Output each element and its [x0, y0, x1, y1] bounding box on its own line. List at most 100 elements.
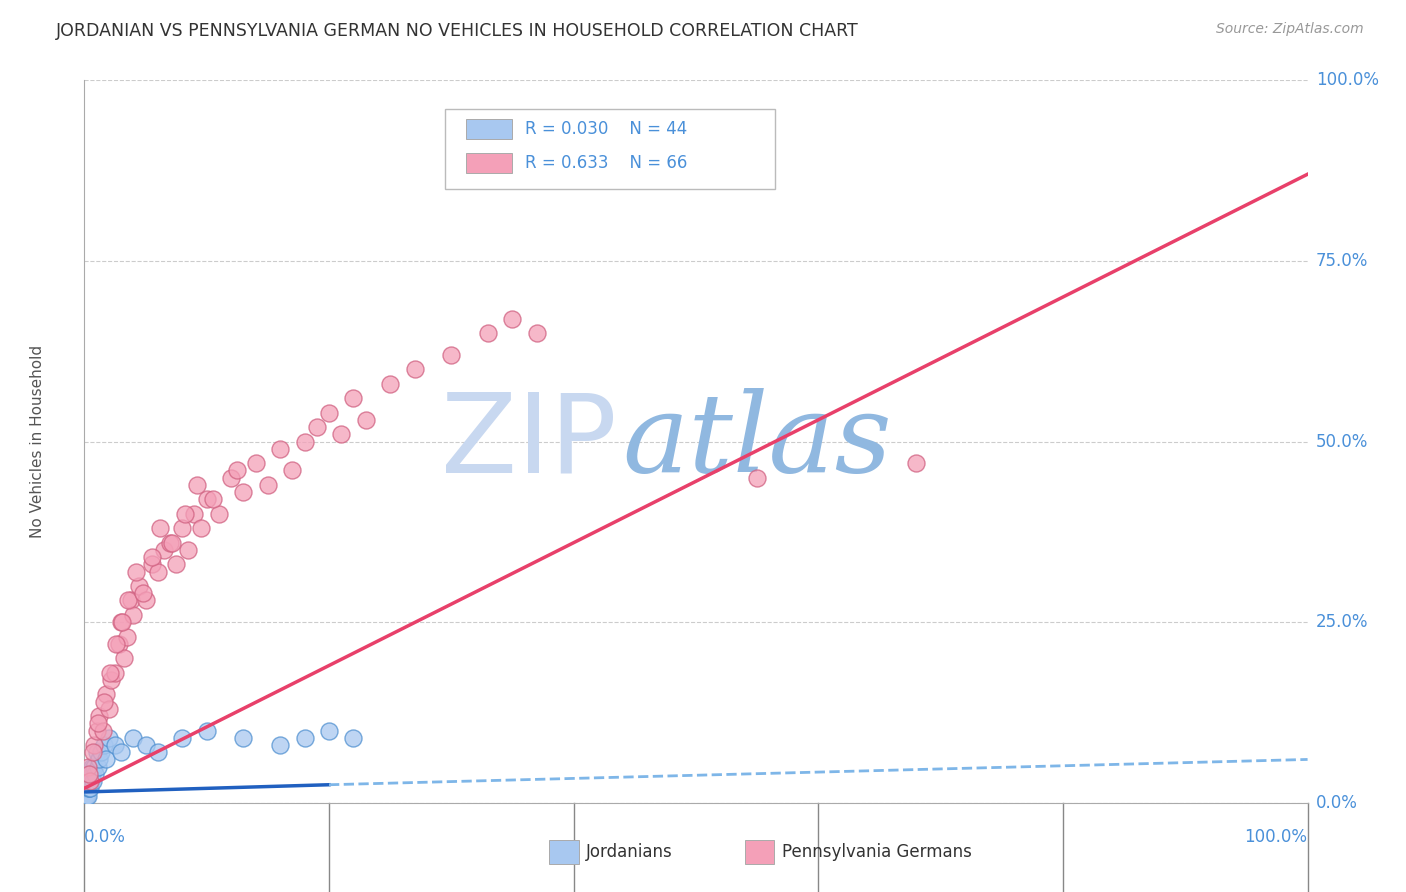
- Text: R = 0.633    N = 66: R = 0.633 N = 66: [524, 154, 688, 172]
- Point: [86, 745, 108, 759]
- Point: [77, 767, 100, 781]
- Point: [201, 492, 224, 507]
- Point: [82, 745, 104, 759]
- Point: [162, 535, 184, 549]
- Point: [115, 630, 138, 644]
- Point: [104, 665, 127, 680]
- Text: ZIP: ZIP: [440, 388, 616, 495]
- Point: [84, 767, 107, 781]
- Point: [257, 478, 280, 492]
- Point: [73, 789, 96, 803]
- Point: [91, 723, 114, 738]
- Point: [219, 471, 242, 485]
- Bar: [465, 119, 513, 139]
- Point: [141, 550, 163, 565]
- Point: [104, 738, 127, 752]
- Point: [79, 774, 101, 789]
- Point: [98, 665, 121, 680]
- Point: [172, 521, 194, 535]
- Point: [122, 731, 145, 745]
- Text: 25.0%: 25.0%: [1316, 613, 1368, 632]
- Point: [76, 774, 98, 789]
- Point: [122, 607, 145, 622]
- Point: [380, 376, 402, 391]
- Point: [79, 767, 101, 781]
- Point: [77, 760, 100, 774]
- Point: [305, 420, 328, 434]
- Point: [75, 781, 97, 796]
- Point: [87, 760, 110, 774]
- Point: [318, 723, 340, 738]
- Point: [195, 492, 218, 507]
- Point: [117, 593, 139, 607]
- Point: [172, 731, 194, 745]
- Point: [77, 774, 100, 789]
- Point: [177, 542, 200, 557]
- Point: [440, 348, 463, 362]
- Point: [342, 391, 364, 405]
- Text: 0.0%: 0.0%: [84, 828, 127, 846]
- Point: [82, 767, 104, 781]
- Point: [190, 521, 212, 535]
- Text: R = 0.030    N = 44: R = 0.030 N = 44: [524, 120, 688, 137]
- Point: [93, 695, 115, 709]
- Point: [354, 413, 377, 427]
- Point: [97, 731, 120, 745]
- Point: [149, 521, 172, 535]
- Point: [83, 738, 105, 752]
- Text: JORDANIAN VS PENNSYLVANIA GERMAN NO VEHICLES IN HOUSEHOLD CORRELATION CHART: JORDANIAN VS PENNSYLVANIA GERMAN NO VEHI…: [56, 22, 859, 40]
- Point: [96, 752, 118, 766]
- Point: [905, 456, 928, 470]
- Point: [342, 731, 364, 745]
- Text: Source: ZipAtlas.com: Source: ZipAtlas.com: [1216, 22, 1364, 37]
- Point: [76, 781, 98, 796]
- Point: [294, 731, 316, 745]
- Point: [146, 565, 169, 579]
- Point: [232, 731, 254, 745]
- Point: [173, 507, 195, 521]
- Point: [141, 558, 163, 572]
- Point: [245, 456, 267, 470]
- Point: [526, 326, 548, 341]
- Point: [82, 774, 104, 789]
- Point: [75, 781, 97, 796]
- Point: [105, 637, 128, 651]
- Point: [111, 615, 134, 630]
- Point: [77, 781, 100, 796]
- Point: [80, 760, 103, 774]
- Text: 50.0%: 50.0%: [1316, 433, 1368, 450]
- Point: [87, 709, 110, 723]
- Point: [208, 507, 231, 521]
- Point: [502, 311, 524, 326]
- Point: [87, 752, 110, 766]
- Point: [79, 767, 101, 781]
- Point: [97, 702, 120, 716]
- Point: [232, 485, 254, 500]
- Text: 75.0%: 75.0%: [1316, 252, 1368, 270]
- Point: [135, 593, 157, 607]
- Text: 100.0%: 100.0%: [1316, 71, 1379, 89]
- Point: [79, 781, 101, 796]
- Point: [186, 478, 208, 492]
- Text: 100.0%: 100.0%: [1244, 828, 1308, 846]
- Point: [135, 738, 157, 752]
- Point: [77, 774, 100, 789]
- Point: [107, 637, 129, 651]
- Point: [404, 362, 426, 376]
- Point: [79, 774, 101, 789]
- Point: [93, 738, 115, 752]
- Text: Pennsylvania Germans: Pennsylvania Germans: [782, 843, 972, 861]
- Point: [747, 471, 769, 485]
- Point: [76, 789, 98, 803]
- Point: [128, 579, 150, 593]
- Point: [159, 535, 181, 549]
- Point: [195, 723, 218, 738]
- Point: [77, 789, 100, 803]
- Point: [112, 651, 135, 665]
- Point: [294, 434, 316, 449]
- Point: [125, 565, 148, 579]
- Point: [96, 687, 118, 701]
- Point: [330, 427, 353, 442]
- Point: [269, 738, 291, 752]
- Text: atlas: atlas: [623, 388, 893, 495]
